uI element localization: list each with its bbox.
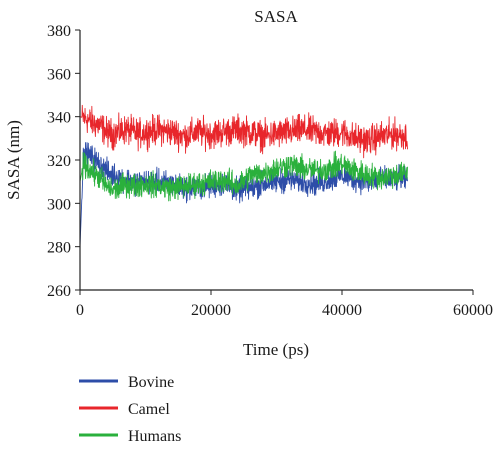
y-tick-label: 260 [47, 283, 71, 300]
y-tick-label: 320 [47, 153, 71, 170]
y-tick-label: 340 [47, 110, 71, 127]
x-tick-label: 0 [76, 302, 84, 319]
series-line-camel [79, 104, 408, 159]
x-axis-label: Time (ps) [243, 340, 309, 359]
x-tick-label: 40000 [322, 302, 362, 319]
legend-label-bovine: Bovine [128, 374, 174, 391]
series-layer [79, 104, 408, 247]
y-tick-label: 280 [47, 240, 71, 257]
legend: Bovine Camel Humans [79, 374, 181, 445]
chart-title: SASA [254, 7, 298, 26]
y-tick-label: 300 [47, 196, 71, 213]
legend-label-camel: Camel [128, 401, 170, 418]
y-axis-label: SASA (nm) [4, 120, 23, 200]
legend-label-humans: Humans [128, 428, 181, 445]
y-tick-label: 380 [47, 23, 71, 40]
axes: 260 280 300 320 340 360 380 0 20000 40000 60000 [47, 23, 493, 319]
x-tick-label: 60000 [453, 302, 493, 319]
x-tick-label: 20000 [191, 302, 231, 319]
y-tick-label: 360 [47, 66, 71, 83]
series-line-humans [79, 150, 408, 202]
